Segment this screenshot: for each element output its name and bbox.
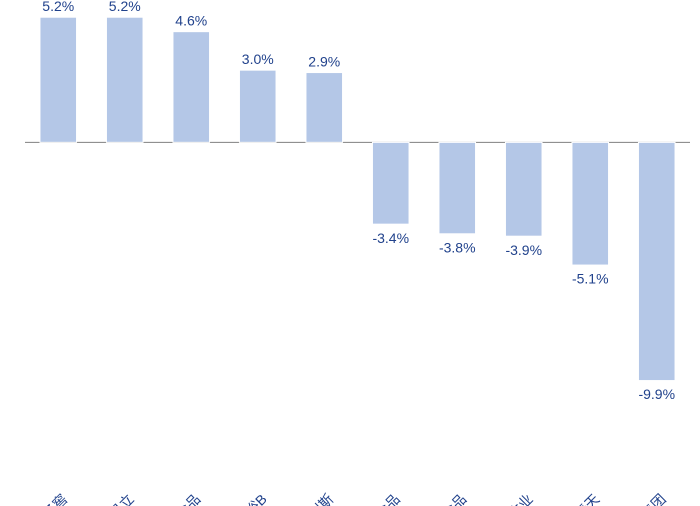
bar-value-label: -5.1% [572,271,609,287]
category-label: 皇氏集团 [618,491,669,506]
category-label: 仲景食品 [152,491,203,506]
bar-value-label: 5.2% [109,0,141,14]
bar-value-label: -3.8% [439,239,476,255]
bar-value-label: 5.2% [42,0,74,14]
bar-value-label: -3.4% [372,230,409,246]
category-label: 张裕B [232,491,270,506]
bar [40,17,77,142]
category-label: 加加食品 [352,491,403,506]
category-label: 春雪食品 [418,491,469,506]
bar-value-label: 2.9% [308,54,340,70]
chart-svg: 5.2% 口子窖 5.2% 交大昂立 4.6% 仲景食品 3.0% 张裕B 2.9% 得利斯 -3.… [0,0,700,506]
bar-chart: 5.2% 口子窖 5.2% 交大昂立 4.6% 仲景食品 3.0% 张裕B 2.9% 得利斯 -3.… [0,0,700,506]
bar [439,142,476,233]
category-label: 青海春天 [551,491,602,506]
category-label: 交大昂立 [86,491,137,506]
bar-value-label: -3.9% [505,242,542,258]
bar [106,17,143,142]
category-label: 得利斯 [295,491,336,506]
bar-value-label: -9.9% [638,386,675,402]
bar [306,73,343,143]
bar [505,142,542,236]
bar [572,142,609,265]
bar [638,142,675,380]
bar-value-label: 4.6% [175,13,207,29]
category-label: 口子窖 [29,491,70,506]
bar [173,32,210,143]
bar-value-label: 3.0% [242,51,274,67]
bar [372,142,409,224]
category-label: 西部牧业 [485,491,536,506]
bar [239,70,276,142]
